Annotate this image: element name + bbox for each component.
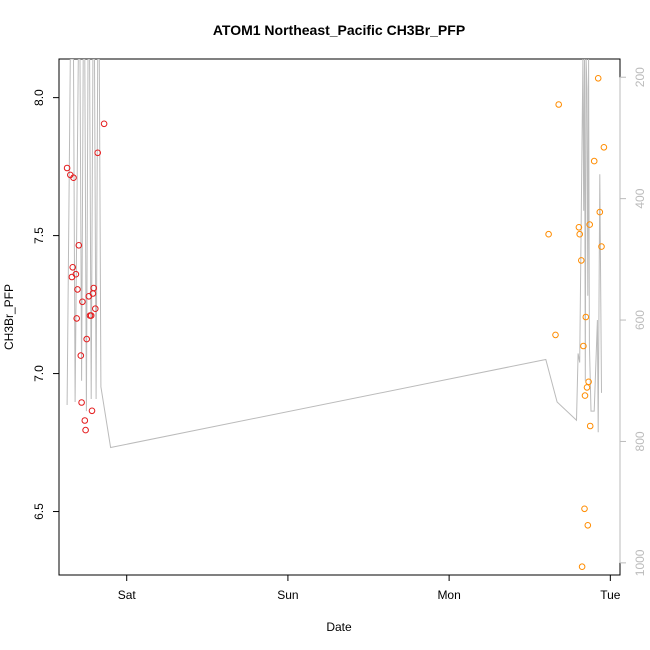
right-tick-label: 800 (633, 431, 647, 451)
data-point-series1-6 (72, 270, 80, 278)
data-point-series1-7 (74, 286, 81, 293)
y-tick-label: 8.0 (32, 89, 46, 106)
data-point-series2-21 (600, 144, 608, 151)
data-point-series2-5 (576, 230, 584, 238)
altitude-trace-layer (66, 59, 602, 449)
x-axis: Sat Sun Mon Tue (118, 574, 621, 602)
altitude-line (66, 59, 602, 449)
right-tick-label: 400 (633, 188, 647, 208)
data-point-series2-2 (552, 331, 559, 339)
data-point-series2-19 (596, 208, 604, 216)
data-point-series2-16 (586, 422, 594, 430)
y-tick-label: 6.5 (32, 503, 46, 520)
data-point-series2-3 (555, 101, 563, 108)
x-tick-label: Tue (600, 588, 621, 602)
right-tick-label: 1000 (633, 549, 647, 576)
y-tick-label: 7.0 (32, 365, 46, 382)
data-point-series2-13 (584, 522, 592, 529)
data-point-series1-24 (100, 120, 108, 128)
data-point-series2-17 (590, 157, 598, 165)
right-tick-label: 600 (633, 310, 647, 330)
data-point-series2-11 (582, 313, 590, 321)
data-point-series1-15 (83, 335, 90, 343)
right-axis: 200 400 600 800 1000 (619, 67, 647, 576)
data-point-series1-23 (94, 149, 101, 157)
data-point-series1-14 (82, 426, 89, 434)
data-point-series2-7 (578, 563, 586, 571)
data-point-series2-12 (583, 384, 591, 391)
data-point-series1-22 (92, 305, 99, 313)
data-points-layer (63, 75, 608, 571)
data-point-series2-10 (581, 392, 589, 399)
data-point-series2-4 (575, 224, 583, 231)
data-point-series1-21 (90, 284, 97, 292)
chart-title: ATOM1 Northeast_Pacific CH3Br_PFP (213, 22, 465, 38)
plot-frame (58, 58, 621, 576)
data-point-series2-18 (594, 75, 602, 82)
y-tick-label: 7.5 (32, 227, 46, 244)
y-axis-label: CH3Br_PFP (2, 284, 16, 350)
data-point-series1-5 (68, 273, 76, 281)
data-point-series1-13 (81, 417, 89, 424)
data-point-series1-10 (77, 352, 85, 359)
data-point-series2-15 (586, 221, 594, 228)
data-point-series2-9 (581, 505, 588, 513)
x-tick-label: Sun (277, 588, 298, 602)
data-point-series2-6 (578, 257, 585, 264)
right-tick-label: 200 (633, 67, 647, 87)
data-point-series1-3 (70, 174, 77, 181)
data-point-series1-18 (87, 312, 95, 319)
data-point-series1-4 (69, 264, 76, 271)
x-tick-label: Mon (437, 588, 460, 602)
data-point-series2-1 (545, 230, 552, 238)
data-point-series2-14 (585, 378, 592, 386)
data-point-series2-20 (598, 243, 605, 250)
data-point-series1-9 (75, 242, 83, 249)
data-point-series1-1 (63, 164, 71, 172)
data-point-series1-12 (79, 298, 86, 306)
x-tick-label: Sat (118, 588, 137, 602)
y-axis: 6.5 7.0 7.5 8.0 (32, 89, 60, 520)
data-point-series1-11 (78, 399, 85, 406)
data-point-series2-8 (580, 342, 587, 350)
x-axis-label: Date (326, 620, 352, 634)
data-point-series1-19 (88, 407, 96, 415)
data-point-series1-8 (73, 315, 80, 322)
